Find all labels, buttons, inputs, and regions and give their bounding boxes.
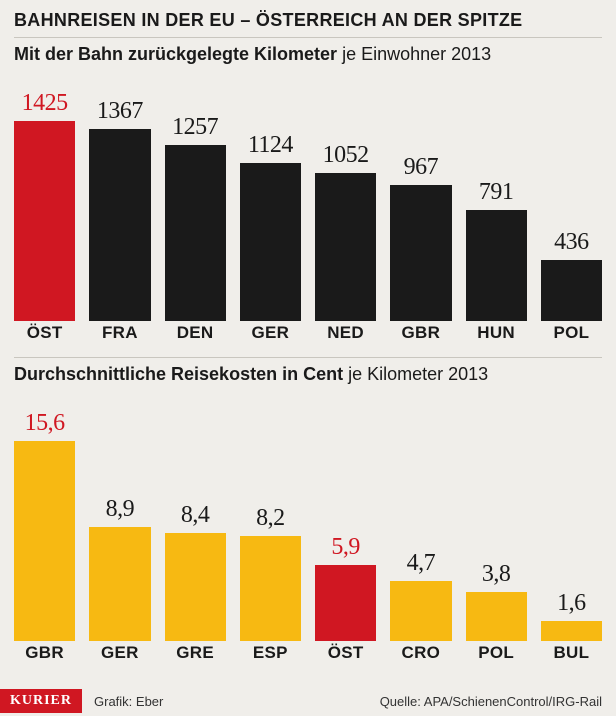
chart1-subtitle: Mit der Bahn zurückgelegte Kilometer je …: [14, 44, 602, 65]
bar-rect: [315, 565, 376, 641]
bar-wrap: 5,9: [315, 534, 376, 641]
footer: KURIER Grafik: Eber Quelle: APA/Schienen…: [0, 686, 616, 716]
bar-value: 8,9: [106, 496, 135, 523]
bar-wrap: 8,2: [240, 505, 301, 641]
bar-rect: [240, 163, 301, 321]
bar-label: POL: [466, 643, 527, 667]
bar-rect: [466, 210, 527, 321]
bar-value: 1367: [97, 98, 143, 125]
bar-value: 1052: [323, 142, 369, 169]
bar-value: 436: [554, 229, 589, 256]
bar-wrap: 4,7: [390, 550, 451, 641]
bar-value: 1124: [248, 132, 293, 159]
chart2-subtitle-bold: Durchschnittliche Reisekosten in Cent: [14, 364, 343, 384]
source-credit: Quelle: APA/SchienenControl/IRG-Rail: [380, 694, 602, 709]
bar-label: GER: [89, 643, 150, 667]
chart1-subtitle-bold: Mit der Bahn zurückgelegte Kilometer: [14, 44, 337, 64]
bar-rect: [466, 592, 527, 641]
bar-wrap: 1425: [14, 90, 75, 321]
bar-value: 791: [479, 179, 514, 206]
bar-value: 8,2: [256, 505, 285, 532]
bar-label: GBR: [390, 323, 451, 347]
bar-label: ESP: [240, 643, 301, 667]
bar-wrap: 1,6: [541, 590, 602, 642]
bar-label: ÖST: [14, 323, 75, 347]
grafik-credit: Grafik: Eber: [94, 694, 163, 709]
bar-rect: [240, 536, 301, 641]
bar-value: 8,4: [181, 502, 210, 529]
chart2-subtitle-light: je Kilometer 2013: [343, 364, 488, 384]
bar-rect: [165, 533, 226, 641]
bar-rect: [165, 145, 226, 321]
bar-wrap: 1367: [89, 98, 150, 321]
chart2-subtitle: Durchschnittliche Reisekosten in Cent je…: [14, 364, 602, 385]
bar-wrap: 1257: [165, 114, 226, 321]
kurier-badge: KURIER: [0, 689, 82, 713]
bar-label: DEN: [165, 323, 226, 347]
bar-rect: [541, 260, 602, 321]
bar-wrap: 8,4: [165, 502, 226, 641]
bar-value: 15,6: [25, 410, 65, 437]
bar-rect: [14, 441, 75, 641]
bar-label: GRE: [165, 643, 226, 667]
bar-label: ÖST: [315, 643, 376, 667]
bar-rect: [390, 185, 451, 321]
divider: [14, 357, 602, 358]
bar-value: 967: [404, 154, 439, 181]
divider: [14, 37, 602, 38]
chart1-labels: ÖST FRA DEN GER NED GBR HUN POL: [14, 323, 602, 347]
main-title: BAHNREISEN IN DER EU – ÖSTERREICH AN DER…: [14, 10, 602, 31]
bar-wrap: 8,9: [89, 496, 150, 641]
bar-value: 5,9: [331, 534, 360, 561]
bar-label: FRA: [89, 323, 150, 347]
bar-wrap: 1052: [315, 142, 376, 321]
bar-wrap: 436: [541, 229, 602, 321]
bar-label: GER: [240, 323, 301, 347]
bar-rect: [390, 581, 451, 641]
bar-label: POL: [541, 323, 602, 347]
bar-wrap: 791: [466, 179, 527, 321]
bar-wrap: 3,8: [466, 561, 527, 641]
chart1-bars: 1425 1367 1257 1124 1052 967 791 436: [14, 71, 602, 321]
bar-value: 1,6: [557, 590, 586, 617]
bar-rect: [541, 621, 602, 642]
bar-rect: [89, 129, 150, 321]
bar-wrap: 15,6: [14, 410, 75, 641]
bar-label: BUL: [541, 643, 602, 667]
bar-wrap: 967: [390, 154, 451, 321]
chart2: 15,6 8,9 8,4 8,2 5,9 4,7 3,8 1,6 GBR GER GRE ESP ÖS…: [14, 389, 602, 667]
chart1-subtitle-light: je Einwohner 2013: [337, 44, 491, 64]
bar-label: GBR: [14, 643, 75, 667]
bar-label: HUN: [466, 323, 527, 347]
bar-value: 1257: [172, 114, 218, 141]
bar-label: NED: [315, 323, 376, 347]
bar-rect: [89, 527, 150, 641]
bar-value: 3,8: [482, 561, 511, 588]
bar-value: 4,7: [407, 550, 436, 577]
chart2-labels: GBR GER GRE ESP ÖST CRO POL BUL: [14, 643, 602, 667]
bar-wrap: 1124: [240, 132, 301, 321]
chart2-bars: 15,6 8,9 8,4 8,2 5,9 4,7 3,8 1,6: [14, 391, 602, 641]
bar-value: 1425: [22, 90, 68, 117]
bar-rect: [14, 121, 75, 321]
chart1: 1425 1367 1257 1124 1052 967 791 436 ÖST FRA DEN G…: [14, 69, 602, 347]
bar-label: CRO: [390, 643, 451, 667]
bar-rect: [315, 173, 376, 321]
